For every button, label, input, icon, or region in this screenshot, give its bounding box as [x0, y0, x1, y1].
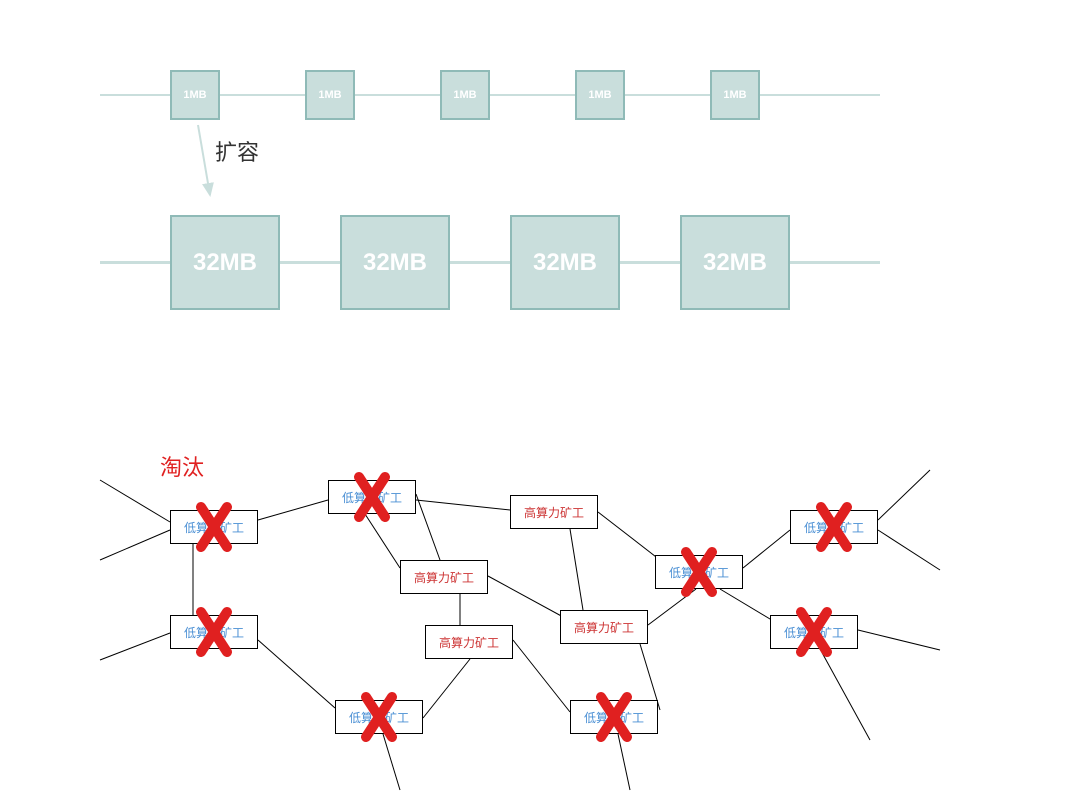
miner-node-low: 低算力矿工: [655, 555, 743, 589]
miner-node-low: 低算力矿工: [570, 700, 658, 734]
chain-block: 32MB: [170, 215, 280, 310]
miner-node-low: 低算力矿工: [335, 700, 423, 734]
chain-block: 1MB: [710, 70, 760, 120]
miner-node-low: 低算力矿工: [170, 615, 258, 649]
eliminate-label: 淘汰: [160, 450, 204, 482]
miner-node-low: 低算力矿工: [790, 510, 878, 544]
chain-block: 1MB: [440, 70, 490, 120]
chain-block: 1MB: [170, 70, 220, 120]
miner-node-low: 低算力矿工: [770, 615, 858, 649]
miner-node-low: 低算力矿工: [328, 480, 416, 514]
miner-node-high: 高算力矿工: [560, 610, 648, 644]
miner-node-high: 高算力矿工: [425, 625, 513, 659]
chain-block: 1MB: [305, 70, 355, 120]
miner-node-low: 低算力矿工: [170, 510, 258, 544]
miner-node-high: 高算力矿工: [510, 495, 598, 529]
expand-label: 扩容: [215, 135, 259, 167]
chain-block: 32MB: [340, 215, 450, 310]
chain-block: 32MB: [680, 215, 790, 310]
miner-node-high: 高算力矿工: [400, 560, 488, 594]
chain-block: 32MB: [510, 215, 620, 310]
chain-block: 1MB: [575, 70, 625, 120]
